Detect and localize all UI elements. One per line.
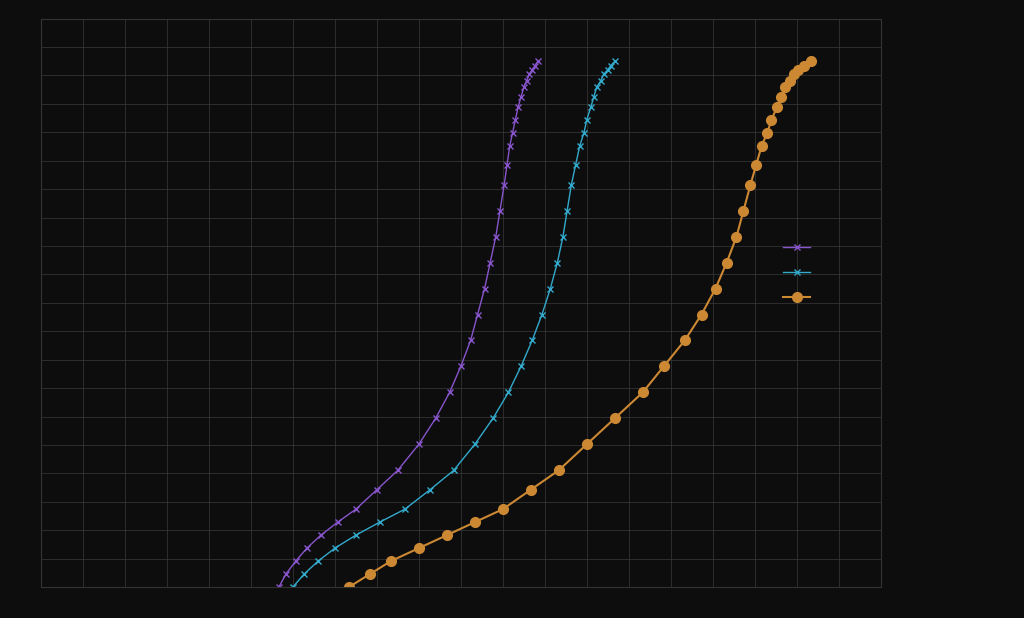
Legend: , , : , , [782,242,821,306]
